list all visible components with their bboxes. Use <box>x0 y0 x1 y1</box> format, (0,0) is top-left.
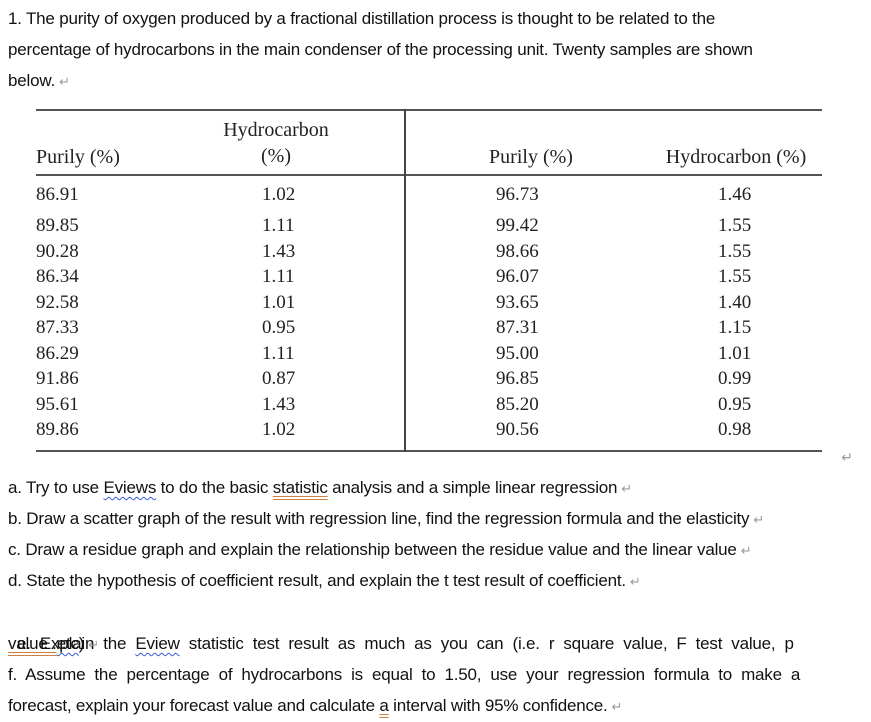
return-mark-icon: ↵ <box>740 543 752 558</box>
question-e-post: statistic test result as much as you can… <box>179 634 794 653</box>
left-purity-7: 91.86 <box>36 368 79 389</box>
left-purity-9: 89.86 <box>36 419 79 440</box>
return-mark-icon: ↵ <box>841 449 853 465</box>
left-hydro-5: 0.95 <box>262 317 296 338</box>
right-purity-8: 85.20 <box>496 394 539 415</box>
table-column-divider <box>404 109 406 452</box>
table-bottom-rule <box>36 450 822 452</box>
right-purity-0: 96.73 <box>496 184 539 205</box>
right-hydro-2: 1.55 <box>718 241 752 262</box>
question-d: d. State the hypothesis of coefficient r… <box>8 565 641 597</box>
left-purity-0: 86.91 <box>36 184 79 205</box>
header-left-purity: Purily (%) <box>36 146 120 168</box>
left-hydro-3: 1.11 <box>262 266 295 287</box>
question-e-pre: e. Explain the <box>17 634 136 653</box>
right-purity-2: 98.66 <box>496 241 539 262</box>
question-e-line1: e. Explain the Eview statistic test resu… <box>8 597 794 659</box>
left-hydro-6: 1.11 <box>262 343 295 364</box>
right-purity-7: 96.85 <box>496 368 539 389</box>
left-purity-1: 89.85 <box>36 215 79 236</box>
left-hydro-2: 1.43 <box>262 241 296 262</box>
question-e-etc: etc <box>56 634 79 653</box>
return-mark-icon: ↵ <box>753 512 765 527</box>
left-hydro-1: 1.11 <box>262 215 295 236</box>
right-hydro-6: 1.01 <box>718 343 752 364</box>
right-hydro-7: 0.99 <box>718 368 752 389</box>
table-top-rule <box>36 109 822 111</box>
question-b: b. Draw a scatter graph of the result wi… <box>8 503 764 535</box>
left-hydro-8: 1.43 <box>262 394 296 415</box>
left-hydro-4: 1.01 <box>262 292 296 313</box>
question-a-mid: to do the basic <box>156 478 273 497</box>
question-a-statistic: statistic <box>272 478 328 497</box>
right-hydro-4: 1.40 <box>718 292 752 313</box>
right-purity-3: 96.07 <box>496 266 539 287</box>
right-hydro-1: 1.55 <box>718 215 752 236</box>
intro-line-3: below. ↵ <box>8 65 70 97</box>
question-a-post: analysis and a simple linear regression <box>327 478 618 497</box>
question-a-pre: a. Try to use <box>8 478 104 497</box>
data-table: Purily (%) Hydrocarbon (%) Purily (%) Hy… <box>36 109 822 452</box>
intro-line-2: percentage of hydrocarbons in the main c… <box>8 40 753 59</box>
intro-line-1: 1. The purity of oxygen produced by a fr… <box>8 9 716 28</box>
left-purity-5: 87.33 <box>36 317 79 338</box>
question-a: a. Try to use Eviews to do the basic sta… <box>8 472 632 504</box>
question-f-pre: forecast, explain your forecast value an… <box>8 696 380 715</box>
left-hydro-9: 1.02 <box>262 419 296 440</box>
question-e-paren: ) <box>78 634 85 653</box>
question-e-eview: Eview <box>135 634 180 653</box>
table-header-rule <box>36 174 822 176</box>
question-f-line2: forecast, explain your forecast value an… <box>8 690 622 722</box>
return-mark-icon: ↵ <box>59 74 70 89</box>
right-purity-9: 90.56 <box>496 419 539 440</box>
left-hydro-0: 1.02 <box>262 184 296 205</box>
return-mark-icon: ↵ <box>88 637 99 652</box>
right-hydro-0: 1.46 <box>718 184 752 205</box>
left-purity-2: 90.28 <box>36 241 79 262</box>
left-purity-6: 86.29 <box>36 343 79 364</box>
right-purity-1: 99.42 <box>496 215 539 236</box>
left-hydro-7: 0.87 <box>262 368 296 389</box>
return-mark-icon: ↵ <box>611 699 623 714</box>
right-hydro-8: 0.95 <box>718 394 752 415</box>
question-b-text: b. Draw a scatter graph of the result wi… <box>8 509 750 528</box>
right-hydro-9: 0.98 <box>718 419 752 440</box>
header-left-hydro-line2: (%) <box>261 145 291 167</box>
question-e-value: value . <box>8 634 57 653</box>
return-mark-icon: ↵ <box>629 574 641 589</box>
right-purity-5: 87.31 <box>496 317 539 338</box>
question-d-text: d. State the hypothesis of coefficient r… <box>8 571 626 590</box>
right-hydro-3: 1.55 <box>718 266 752 287</box>
question-a-eviews: Eviews <box>103 478 157 497</box>
left-purity-4: 92.58 <box>36 292 79 313</box>
left-purity-3: 86.34 <box>36 266 79 287</box>
return-mark-icon: ↵ <box>621 481 632 496</box>
question-e-line2: value .etc) ↵ <box>8 628 99 660</box>
header-left-hydro-line1: Hydrocarbon <box>223 119 329 141</box>
right-hydro-5: 1.15 <box>718 317 752 338</box>
question-c: c. Draw a residue graph and explain the … <box>8 534 752 566</box>
header-right-hydro: Hydrocarbon (%) <box>665 146 807 168</box>
left-purity-8: 95.61 <box>36 394 79 415</box>
right-purity-4: 93.65 <box>496 292 539 313</box>
question-f-line1: f. Assume the percentage of hydrocarbons… <box>8 665 801 684</box>
right-purity-6: 95.00 <box>496 343 539 364</box>
intro-line-3-text: below. <box>8 71 56 90</box>
header-right-purity: Purily (%) <box>489 146 573 168</box>
question-f-post: interval with 95% confidence. <box>388 696 608 715</box>
question-f-a: a <box>379 696 389 715</box>
question-c-text: c. Draw a residue graph and explain the … <box>8 540 737 559</box>
